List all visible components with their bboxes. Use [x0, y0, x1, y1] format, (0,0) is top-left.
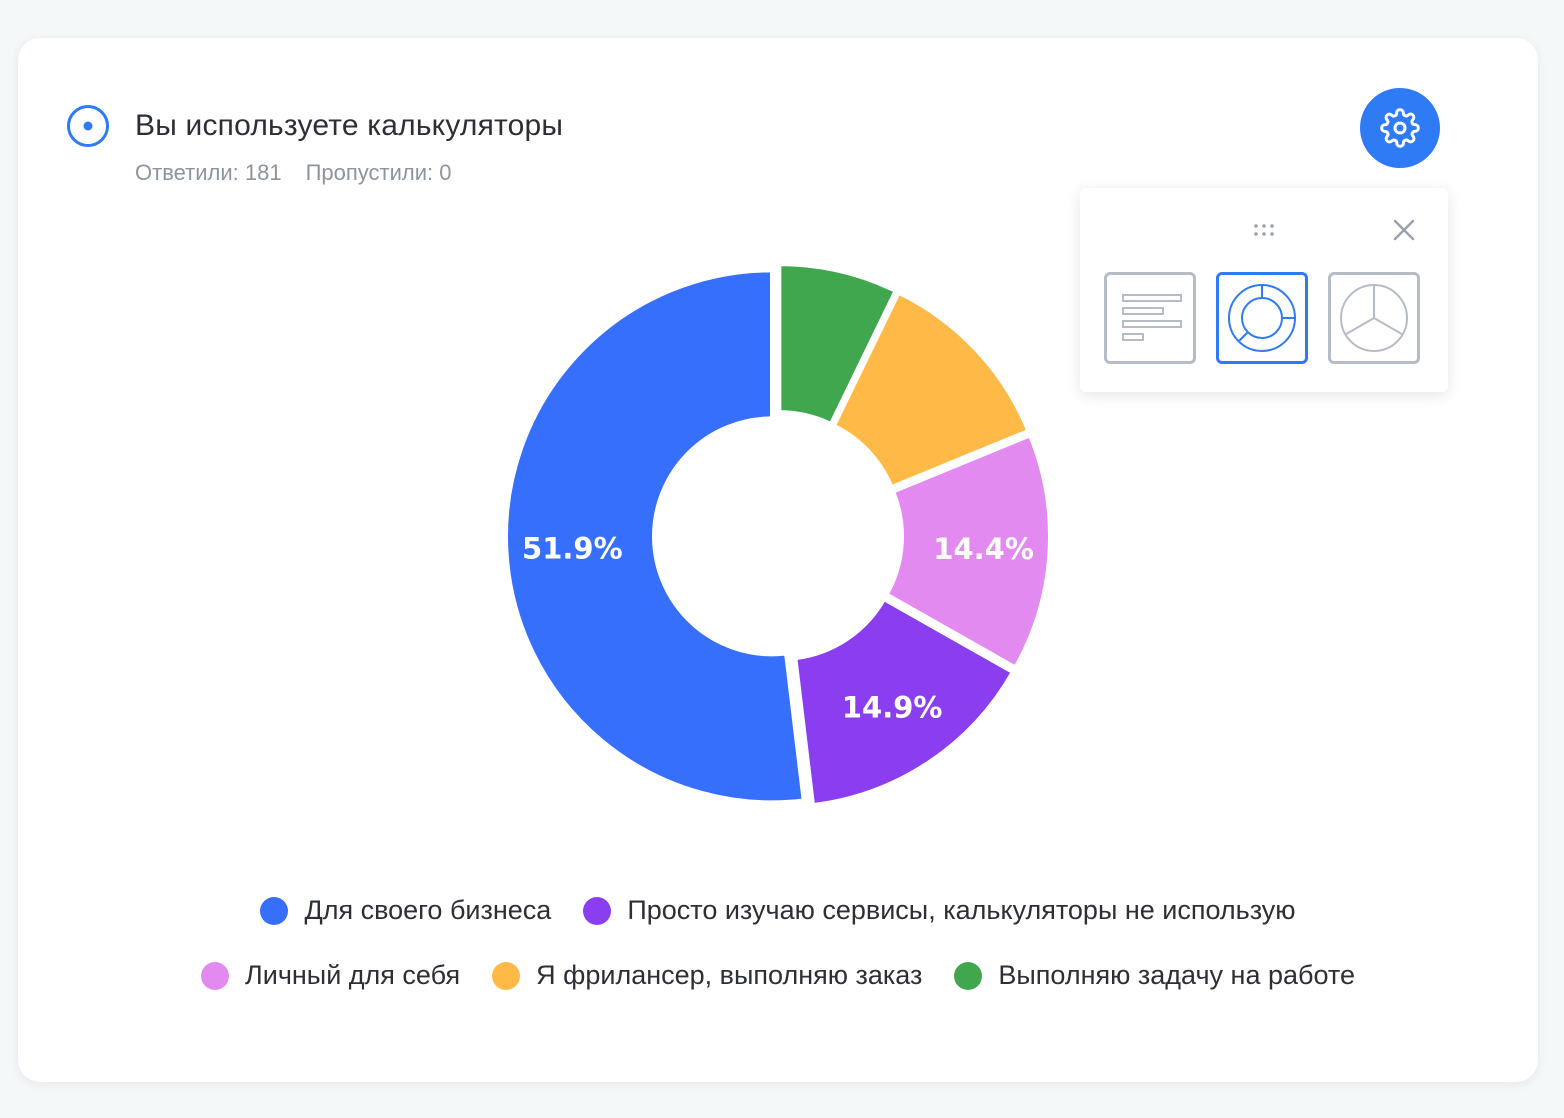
- pie-chart-icon: [1340, 284, 1408, 352]
- answered-count: Ответили: 181: [135, 160, 282, 185]
- slice-просто-изучаю-сервисы-калькуляторы-не-использую[interactable]: [793, 597, 1015, 808]
- legend-label: Выполняю задачу на работе: [998, 960, 1355, 990]
- question-card: Вы используете калькуляторы Ответили: 18…: [18, 38, 1538, 1082]
- settings-button[interactable]: [1360, 88, 1440, 168]
- slice-я-фрилансер-выполняю-заказ[interactable]: [831, 290, 1031, 490]
- legend-row: Для своего бизнеса Просто изучаю сервисы,…: [244, 878, 1311, 943]
- legend-item-выполняю-задачу-на-работе[interactable]: Выполняю задачу на работе: [954, 960, 1355, 991]
- bar-chart-icon: [1122, 294, 1182, 341]
- radio-target-icon: [67, 105, 109, 147]
- question-title: Вы используете калькуляторы: [135, 109, 564, 142]
- doughnut-chart-icon: [1228, 284, 1296, 352]
- drag-dots-icon[interactable]: [1252, 222, 1278, 238]
- legend-label: Личный для себя: [245, 960, 461, 990]
- slice-выполняю-задачу-на-работе[interactable]: [777, 262, 898, 427]
- data-label-просто-изучаю-сервисы-калькуляторы-не-использую: 14.9%: [842, 690, 943, 724]
- legend-swatch: [492, 961, 521, 990]
- chart-type-pie-option[interactable]: [1328, 272, 1420, 364]
- chart-legend: Для своего бизнеса Просто изучаю сервисы,…: [58, 878, 1498, 1008]
- chart-type-popover: [1080, 188, 1448, 392]
- slice-для-своего-бизнеса[interactable]: [504, 268, 806, 805]
- legend-item-я-фрилансер-выполняю-заказ[interactable]: Я фрилансер, выполняю заказ: [492, 960, 922, 991]
- legend-item-для-своего-бизнеса[interactable]: Для своего бизнеса: [260, 895, 551, 926]
- legend-swatch: [954, 961, 983, 990]
- doughnut-chart: 51.9% 14.9% 14.4%: [504, 262, 1052, 808]
- slice-личный-для-себя[interactable]: [884, 433, 1052, 670]
- legend-item-просто-изучаю-сервисы-калькуляторы-не-использую[interactable]: Просто изучаю сервисы, калькуляторы не и…: [583, 895, 1296, 926]
- legend-row: Личный для себя Я фрилансер, выполняю зак…: [185, 943, 1371, 1008]
- legend-swatch: [583, 896, 612, 925]
- legend-label: Для своего бизнеса: [304, 895, 552, 925]
- gear-icon: [1380, 108, 1420, 148]
- chart-type-bar-option[interactable]: [1104, 272, 1196, 364]
- question-stats: Ответили: 181 Пропустили: 0: [135, 160, 451, 186]
- close-icon[interactable]: [1392, 218, 1416, 242]
- legend-swatch: [260, 896, 289, 925]
- legend-item-личный-для-себя[interactable]: Личный для себя: [201, 960, 460, 991]
- data-label-личный-для-себя: 14.4%: [933, 532, 1034, 566]
- data-label-для-своего-бизнеса: 51.9%: [522, 531, 623, 565]
- legend-label: Я фрилансер, выполняю заказ: [536, 960, 923, 990]
- skipped-count: Пропустили: 0: [305, 160, 452, 185]
- legend-swatch: [201, 961, 230, 990]
- chart-type-doughnut-option[interactable]: [1216, 272, 1308, 364]
- legend-label: Просто изучаю сервисы, калькуляторы не и…: [627, 895, 1296, 925]
